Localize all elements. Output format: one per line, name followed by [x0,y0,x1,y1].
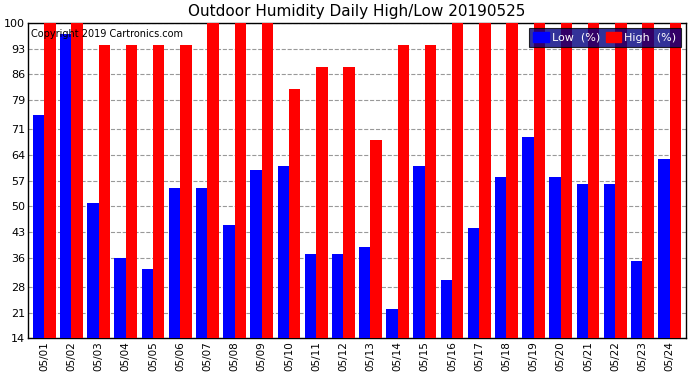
Title: Outdoor Humidity Daily High/Low 20190525: Outdoor Humidity Daily High/Low 20190525 [188,4,526,19]
Bar [533,23,545,338]
Bar [180,45,192,338]
Bar [115,258,126,338]
Bar [126,45,137,338]
Bar [208,23,219,338]
Legend: Low  (%), High  (%): Low (%), High (%) [529,28,680,47]
Bar [642,23,653,338]
Text: Copyright 2019 Cartronics.com: Copyright 2019 Cartronics.com [31,29,184,39]
Bar [522,136,533,338]
Bar [506,23,518,338]
Bar [99,45,110,338]
Bar [468,228,480,338]
Bar [72,23,83,338]
Bar [87,202,99,338]
Bar [452,23,464,338]
Bar [289,89,300,338]
Bar [604,184,615,338]
Bar [277,166,289,338]
Bar [425,45,436,338]
Bar [577,184,588,338]
Bar [561,23,572,338]
Bar [441,280,452,338]
Bar [480,23,491,338]
Bar [615,23,627,338]
Bar [359,247,371,338]
Bar [371,140,382,338]
Bar [588,23,600,338]
Bar [44,23,56,338]
Bar [669,23,681,338]
Bar [169,188,180,338]
Bar [223,225,235,338]
Bar [196,188,208,338]
Bar [33,115,44,338]
Bar [305,254,316,338]
Bar [316,67,328,338]
Bar [413,166,425,338]
Bar [658,159,669,338]
Bar [631,261,642,338]
Bar [262,23,273,338]
Bar [495,177,506,338]
Bar [235,23,246,338]
Bar [141,268,153,338]
Bar [386,309,397,338]
Bar [397,45,409,338]
Bar [153,45,164,338]
Bar [549,177,561,338]
Bar [60,34,72,338]
Bar [344,67,355,338]
Bar [332,254,344,338]
Bar [250,170,262,338]
